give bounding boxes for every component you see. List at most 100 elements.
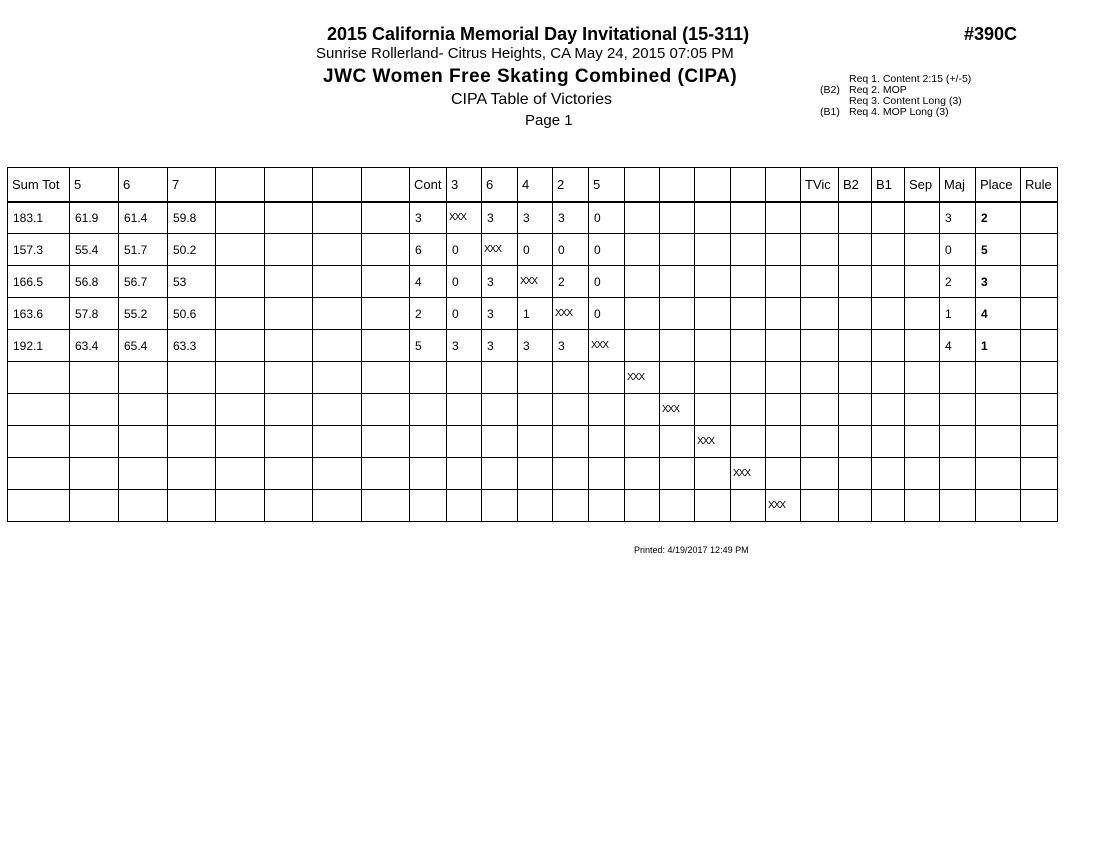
table-cell [765,393,801,426]
table-cell [588,393,625,426]
table-cell [871,265,905,298]
table-cell [167,425,216,458]
self-match-cell: XXX [588,329,625,362]
table-cell: 163.6 [7,297,70,330]
table-cell [624,233,660,266]
table-cell [730,265,766,298]
table-cell: 0 [552,233,589,266]
requirement: Req 3. Content Long (3) [820,96,971,107]
table-cell [975,361,1021,394]
table-cell [264,457,313,490]
table-cell: 4 [975,297,1021,330]
table-cell [765,329,801,362]
table-cell [838,457,872,490]
table-cell: 1 [939,297,976,330]
table-cell [264,265,313,298]
table-cell: 0 [588,233,625,266]
table-cell [167,457,216,490]
table-cell [800,329,839,362]
table-cell [904,329,940,362]
column-header: B1 [871,167,905,203]
table-cell [118,457,168,490]
req-text: Req 3. Content Long (3) [849,95,962,107]
table-cell [481,489,518,522]
table-cell: 61.9 [69,201,119,234]
requirement: Req 1. Content 2:15 (+/-5) [820,74,971,85]
table-cell [694,329,731,362]
table-cell: 0 [588,201,625,234]
table-cell [904,201,940,234]
table-cell [517,425,553,458]
table-cell [800,489,839,522]
table-cell: 51.7 [118,233,168,266]
table-cell [838,265,872,298]
table-cell [552,361,589,394]
table-cell [939,489,976,522]
table-cell [215,489,265,522]
table-cell [871,489,905,522]
column-header: Cont [409,167,447,203]
table-cell: 3 [409,201,447,234]
table-cell [1020,201,1058,234]
table-cell [800,297,839,330]
header-row: Sum Tot 5 6 7 Cont 3 6 4 2 5 TVic B2 B1 Sep Maj Place Ru… [7,167,1058,203]
table-cell [694,457,731,490]
table-cell [659,329,695,362]
self-match-cell: XXX [694,425,731,458]
column-header: Maj [939,167,976,203]
table-row: XXX [7,457,1058,490]
column-header [312,167,362,203]
table-cell [1020,457,1058,490]
table-cell [264,361,313,394]
table-cell: 0 [939,233,976,266]
column-header: 3 [446,167,482,203]
table-cell [361,361,410,394]
table-cell [838,297,872,330]
venue-date: Sunrise Rollerland- Citrus Heights, CA M… [316,45,734,62]
table-cell: 63.3 [167,329,216,362]
table-cell [730,489,766,522]
table-row: 192.1 63.4 65.4 63.3 5 3 3 3 3 XXX 4 1 [7,329,1058,362]
table-cell [1020,233,1058,266]
table-cell [167,489,216,522]
table-cell [264,297,313,330]
victories-table: Sum Tot 5 6 7 Cont 3 6 4 2 5 TVic B2 B1 Sep Maj Place Ru… [7,167,1058,522]
table-cell: 59.8 [167,201,216,234]
table-cell [7,361,70,394]
table-cell [838,233,872,266]
table-cell [409,425,447,458]
table-cell: 2 [552,265,589,298]
table-cell [694,201,731,234]
table-cell: 3 [975,265,1021,298]
table-cell [361,201,410,234]
table-cell [361,233,410,266]
table-cell [312,201,362,234]
table-cell [312,329,362,362]
table-cell [730,361,766,394]
table-cell [215,393,265,426]
table-cell [552,489,589,522]
table-cell [904,489,940,522]
table-cell: 192.1 [7,329,70,362]
self-match-cell: XXX [730,457,766,490]
table-cell [694,297,731,330]
table-row: XXX [7,489,1058,522]
table-cell [659,265,695,298]
table-cell [167,361,216,394]
table-cell: 6 [409,233,447,266]
table-cell [481,457,518,490]
column-header: 7 [167,167,216,203]
table-row: XXX [7,393,1058,426]
req-text: Req 1. Content 2:15 (+/-5) [849,73,972,85]
table-cell [659,297,695,330]
table-cell [800,425,839,458]
requirement: (B2) Req 2. MOP [820,85,971,96]
table-cell [730,393,766,426]
table-cell [765,361,801,394]
table-cell [361,297,410,330]
table-cell [871,201,905,234]
table-cell [730,233,766,266]
table-cell [312,233,362,266]
table-cell [446,425,482,458]
table-cell [264,201,313,234]
